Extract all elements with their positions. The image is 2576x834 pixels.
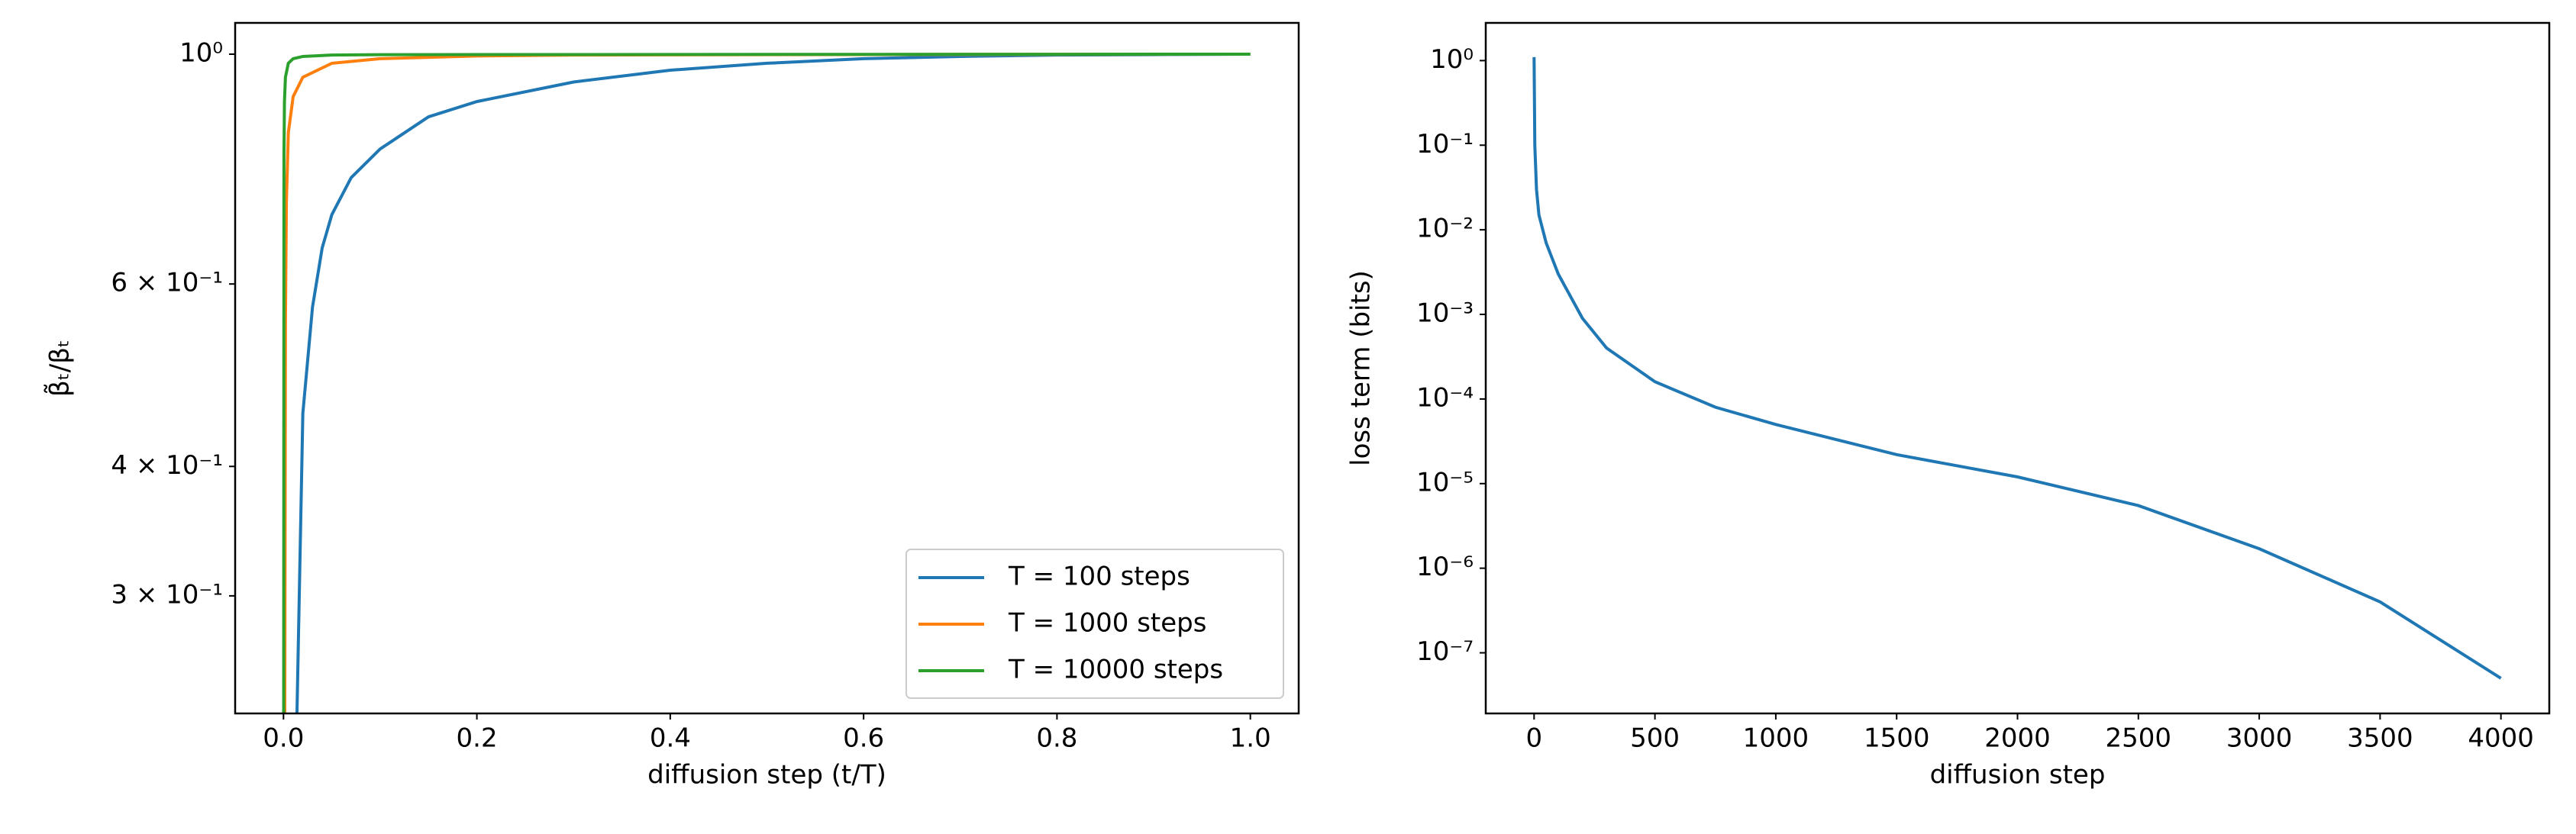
y-tick-label: 10⁻² [1416, 214, 1474, 244]
y-axis-label: β̃ₜ/βₜ [43, 340, 75, 397]
legend-label: T = 10000 steps [1008, 655, 1223, 685]
legend-label: T = 100 steps [1008, 562, 1190, 592]
axes-frame [1484, 21, 2551, 715]
y-tick-label: 3 × 10⁻¹ [111, 579, 223, 610]
x-tick-label: 1.0 [1230, 723, 1271, 754]
y-axis-label: loss term (bits) [1346, 270, 1377, 466]
x-tick-label: 1500 [1864, 723, 1930, 754]
y-tick-label: 10⁰ [1430, 44, 1474, 75]
y-tick-label: 10⁻⁴ [1416, 382, 1474, 413]
series-line [283, 52, 1251, 713]
series-line [295, 52, 1251, 713]
y-tick-label: 10⁰ [179, 37, 223, 68]
x-tick-label: 0.6 [843, 723, 884, 754]
axes-frame [234, 21, 1300, 715]
x-axis-label: diffusion step (t/T) [647, 760, 886, 791]
series-line [282, 52, 1251, 713]
series-line [1532, 56, 2502, 680]
legend-label: T = 1000 steps [1008, 608, 1206, 639]
x-tick-label: 500 [1630, 723, 1680, 754]
x-tick-label: 2500 [2106, 723, 2172, 754]
x-tick-label: 0.4 [650, 723, 691, 754]
y-tick-label: 6 × 10⁻¹ [111, 268, 223, 298]
x-tick-label: 0.8 [1036, 723, 1077, 754]
x-tick-label: 0.2 [457, 723, 498, 754]
x-tick-label: 4000 [2468, 723, 2534, 754]
x-tick-label: 2000 [1984, 723, 2051, 754]
y-tick-label: 4 × 10⁻¹ [111, 450, 223, 481]
x-tick-label: 3000 [2226, 723, 2293, 754]
y-tick-label: 10⁻³ [1416, 298, 1474, 329]
y-tick-label: 10⁻⁶ [1416, 552, 1474, 582]
legend-box [905, 549, 1284, 699]
x-tick-label: 1000 [1743, 723, 1809, 754]
x-tick-label: 0 [1525, 723, 1542, 754]
y-tick-label: 10⁻⁷ [1416, 636, 1474, 667]
x-tick-label: 3500 [2347, 723, 2413, 754]
y-tick-label: 10⁻¹ [1416, 129, 1474, 159]
y-tick-label: 10⁻⁵ [1416, 467, 1474, 498]
x-tick-label: 0.0 [263, 723, 304, 754]
x-axis-label: diffusion step [1930, 760, 2106, 791]
